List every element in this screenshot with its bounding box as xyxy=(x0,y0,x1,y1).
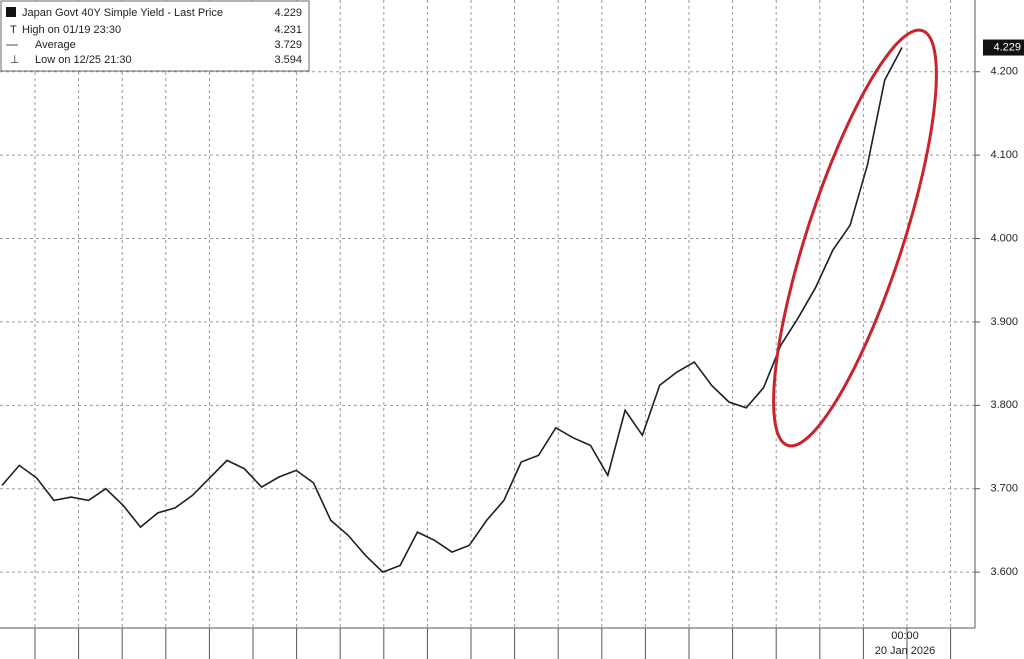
y-tick-label: 3.800 xyxy=(990,399,1018,411)
legend-value: 3.729 xyxy=(274,39,302,51)
legend-value: 4.229 xyxy=(274,7,302,19)
y-tick-label: 3.700 xyxy=(990,483,1018,495)
highlight-ellipse xyxy=(772,28,938,448)
legend-icon: T xyxy=(10,24,17,36)
legend-icon: ⊥ xyxy=(10,54,20,66)
y-tick-label: 4.200 xyxy=(990,66,1018,78)
y-tick-label: 4.100 xyxy=(990,149,1018,161)
legend-label: High on 01/19 23:30 xyxy=(22,24,121,36)
legend-label: Low on 12/25 21:30 xyxy=(35,54,132,66)
last-price-label: 4.229 xyxy=(993,41,1021,53)
legend-label: Japan Govt 40Y Simple Yield - Last Price xyxy=(22,7,223,19)
legend-value: 3.594 xyxy=(274,54,302,66)
plot xyxy=(1,47,903,574)
x-date-label: 20 Jan 2026 xyxy=(875,645,936,657)
legend-swatch xyxy=(6,7,16,17)
legend-label: Average xyxy=(35,39,76,51)
legend: Japan Govt 40Y Simple Yield - Last Price… xyxy=(0,0,310,72)
y-tick-label: 3.600 xyxy=(990,566,1018,578)
last-price-badge xyxy=(983,39,1024,56)
y-tick-label: 4.000 xyxy=(990,232,1018,244)
x-tick-label: 00:00 xyxy=(891,630,919,642)
y-tick-label: 3.900 xyxy=(990,316,1018,328)
legend-value: 4.231 xyxy=(274,24,302,36)
legend-box xyxy=(0,0,310,72)
price-line xyxy=(1,47,903,574)
